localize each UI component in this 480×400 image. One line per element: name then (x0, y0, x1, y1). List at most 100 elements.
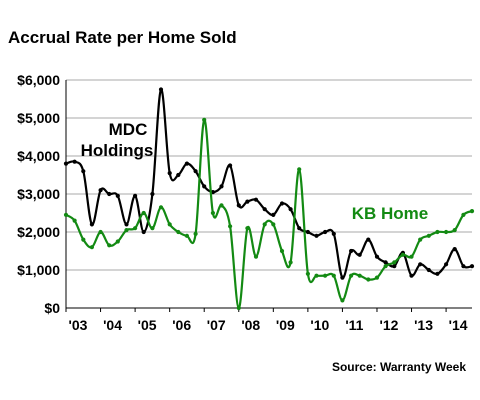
data-point (141, 229, 146, 235)
y-tick-label: $1,000 (17, 262, 60, 278)
data-point (426, 233, 431, 238)
data-point (435, 229, 440, 235)
data-point (452, 228, 457, 233)
x-tick-label: '06 (172, 317, 191, 333)
data-point (219, 184, 224, 189)
y-tick-label: $0 (44, 300, 60, 316)
y-tick-label: $6,000 (17, 72, 60, 88)
data-point (469, 264, 475, 269)
data-point (141, 210, 146, 216)
data-point (383, 264, 388, 269)
data-point (98, 229, 103, 235)
data-point (392, 264, 397, 269)
data-point (461, 212, 466, 217)
data-point (409, 254, 414, 259)
data-point (271, 212, 276, 217)
data-point (426, 267, 431, 273)
x-tick-label: '13 (414, 317, 433, 333)
x-tick-label: '11 (345, 317, 363, 333)
data-point (167, 171, 172, 176)
data-point (331, 273, 336, 278)
data-point (288, 207, 293, 212)
data-point (357, 252, 362, 257)
data-point (176, 172, 181, 178)
data-point (323, 273, 328, 278)
data-point (323, 229, 328, 235)
series-lines (63, 87, 475, 311)
data-point (383, 260, 388, 265)
data-point (452, 247, 457, 252)
data-point (124, 222, 129, 227)
data-point (228, 224, 233, 229)
mdc-label-line2: Holdings (81, 141, 154, 160)
data-point (63, 212, 69, 217)
data-point (72, 218, 77, 223)
data-point (150, 191, 155, 197)
data-point (236, 305, 241, 311)
data-point (184, 233, 189, 238)
x-axis-ticks: '03 '04 '05 '06 '07 '08 '09 '10 '11 '12 '13 '14 (69, 317, 468, 333)
data-point (331, 231, 336, 236)
data-point (228, 163, 233, 168)
data-point (115, 193, 120, 198)
data-point (400, 252, 405, 257)
data-point (314, 233, 319, 238)
data-point (167, 222, 172, 227)
data-point (279, 201, 285, 206)
y-tick-label: $5,000 (17, 110, 60, 126)
data-point (444, 262, 449, 267)
x-tick-label: '07 (207, 317, 226, 333)
x-tick-label: '08 (241, 317, 260, 333)
y-tick-label: $2,000 (17, 224, 60, 240)
axes (65, 80, 472, 312)
data-point (314, 273, 319, 278)
y-tick-label: $4,000 (17, 148, 60, 164)
data-point (357, 273, 362, 278)
data-point (469, 209, 475, 214)
data-point (158, 87, 164, 92)
data-point (262, 222, 267, 227)
data-point (374, 254, 380, 259)
data-point (349, 248, 354, 254)
data-point (366, 277, 371, 282)
data-point (297, 167, 302, 172)
data-point (297, 226, 302, 231)
data-point (107, 243, 112, 248)
data-point (89, 245, 94, 250)
x-tick-label: '14 (449, 317, 468, 333)
data-point (245, 226, 250, 231)
grid-lines (66, 79, 472, 271)
data-point (435, 271, 440, 276)
data-point (115, 239, 120, 244)
data-point (202, 117, 207, 122)
data-point (340, 275, 345, 280)
data-point (193, 231, 198, 236)
data-point (158, 205, 164, 210)
y-tick-label: $3,000 (17, 186, 60, 202)
data-point (150, 226, 155, 231)
data-point (81, 237, 86, 242)
data-point (107, 191, 112, 197)
data-point (89, 222, 94, 227)
data-point (288, 260, 293, 265)
data-point (418, 237, 423, 242)
x-tick-label: '05 (138, 317, 157, 333)
data-point (124, 228, 129, 233)
x-tick-label: '12 (380, 317, 399, 333)
data-point (98, 188, 103, 193)
data-point (63, 161, 69, 166)
data-point (72, 159, 77, 164)
data-point (392, 260, 397, 265)
data-point (262, 207, 267, 212)
data-point (176, 229, 181, 235)
chart-title: Accrual Rate per Home Sold (8, 28, 237, 47)
kb-home-label: KB Home (352, 204, 429, 223)
data-point (219, 203, 224, 208)
data-point (461, 264, 466, 269)
data-point (374, 275, 380, 280)
data-point (349, 273, 354, 278)
data-point (210, 210, 215, 216)
data-point (253, 254, 259, 259)
data-point (81, 169, 86, 174)
